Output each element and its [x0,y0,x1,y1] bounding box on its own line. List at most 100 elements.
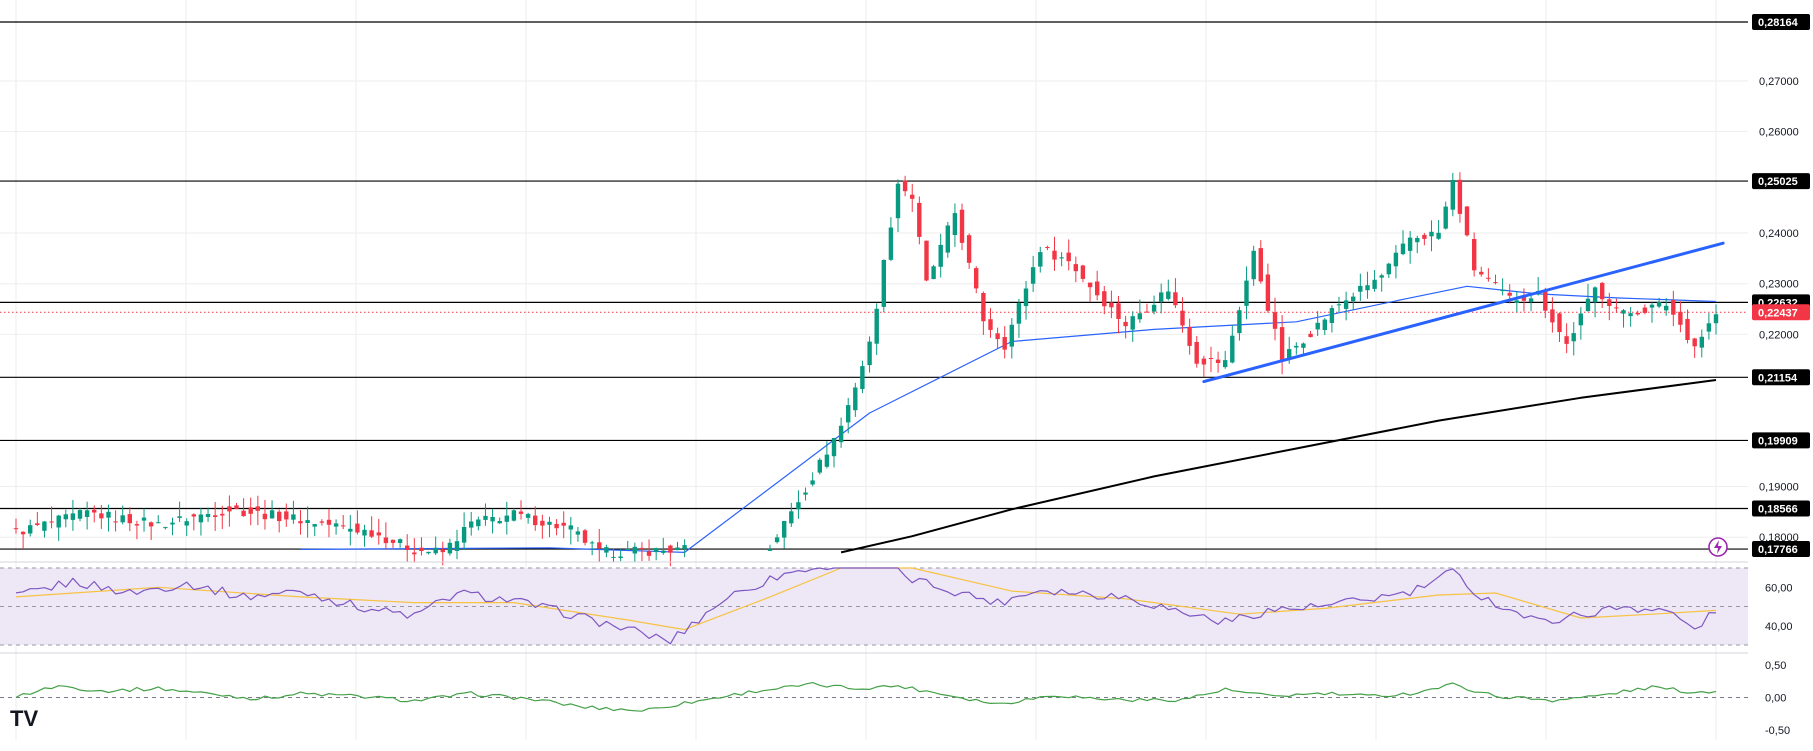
candle [1443,201,1448,230]
candle [1016,298,1022,338]
candle [632,542,637,562]
price-tick-label: 0,19000 [1759,481,1799,493]
candle [397,538,403,548]
candle-body [1614,307,1619,309]
candle [1201,355,1207,377]
candle-body [99,513,104,519]
candle [1422,232,1427,246]
level-price-tag[interactable]: 0,28164 [1752,13,1810,30]
level-price-tag[interactable]: 0,17766 [1752,541,1810,558]
current-price-tag[interactable]: 0,22437 [1752,304,1810,321]
level-price-tag-text: 0,19909 [1758,435,1798,447]
level-price-tag[interactable]: 0,19909 [1752,432,1810,449]
candle-body [49,521,54,523]
level-price-tag[interactable]: 0,18566 [1752,500,1810,517]
candle [1137,299,1142,323]
candle [376,518,381,545]
candle-body [682,545,687,549]
candle [1372,270,1377,292]
candle-body [433,547,438,554]
candle-body [888,227,894,260]
candle [412,538,417,563]
candle [533,506,538,531]
candle [511,508,517,522]
candle [1294,342,1299,355]
candle [348,515,353,546]
candle [604,544,609,558]
candle-body [817,459,822,473]
candle [554,519,559,536]
candle [1365,271,1370,299]
candle [938,233,943,278]
candle [1279,314,1285,375]
candle [902,175,908,197]
candle [476,516,481,531]
candle [1159,283,1164,314]
candle-body [35,523,40,525]
candle [661,537,666,555]
candle [910,183,915,212]
candle-body [469,521,474,528]
candle-body [191,514,196,517]
candle-body [1386,263,1391,275]
candle-body [156,522,161,524]
candle-body [1294,345,1299,348]
candle-body [582,530,588,543]
candle [1400,230,1406,256]
candle-body [668,545,673,553]
candle-body [860,366,865,389]
candle [1472,232,1477,277]
candle [611,548,616,562]
candle [1628,306,1633,327]
candle [1102,285,1107,315]
candle-body [1358,285,1363,292]
candle-body [319,521,325,523]
candle-body [1464,206,1470,236]
candle-body [966,235,972,263]
candle [326,509,332,538]
candle-body [1678,311,1683,325]
candle-body [1493,282,1498,284]
level-price-tag[interactable]: 0,21154 [1752,369,1810,386]
candle-body [1102,291,1107,307]
candle-body [1258,248,1263,282]
candle [1614,298,1619,313]
candle-body [1201,358,1207,365]
candle-body [42,521,47,531]
candle-body [106,511,111,518]
candle [1336,296,1342,313]
candle [625,540,630,550]
candle-body [533,515,538,526]
candle-body [1009,324,1014,347]
candle-body [1642,307,1648,313]
candle-body [326,519,332,525]
candle [490,508,495,534]
support-trendline[interactable] [1202,241,1725,384]
candle [1301,342,1306,356]
candle-body [1457,179,1463,214]
candle-body [1479,271,1484,275]
candle [1173,278,1178,309]
level-price-tag-bg [1752,541,1810,558]
alert-icon[interactable] [1708,537,1728,557]
candle-body [1137,313,1142,320]
candle [924,240,929,282]
candle [1351,292,1356,310]
candle [1180,297,1185,333]
candle [846,397,851,434]
candle-body [1351,296,1356,302]
candle-body [1208,358,1214,359]
level-price-tag[interactable]: 0,25025 [1752,173,1810,190]
candle [1166,279,1171,301]
candle [148,521,154,541]
candle-body [988,319,993,330]
candle [298,509,303,535]
candle [262,499,268,530]
candle [269,500,275,519]
candle [1123,315,1128,339]
candle-body [1500,289,1505,292]
candle [1415,235,1420,254]
candle [1436,219,1441,240]
